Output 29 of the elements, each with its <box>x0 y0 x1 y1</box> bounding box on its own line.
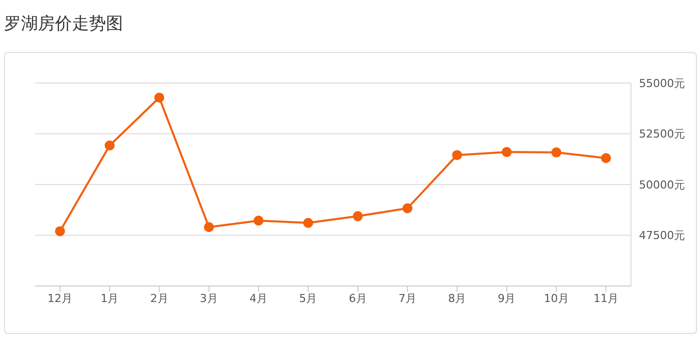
point <box>551 147 562 158</box>
x-tick-label: 1月 <box>100 292 119 305</box>
x-tick-label: 12月 <box>48 292 72 305</box>
chart-title: 罗湖房价走势图 <box>4 13 123 35</box>
x-tick-label: 7月 <box>398 292 416 305</box>
x-tick-label: 4月 <box>250 292 268 305</box>
x-tick-label: 3月 <box>200 292 218 305</box>
y-tick-label: 47500元 <box>639 229 685 242</box>
point <box>303 218 314 228</box>
point <box>204 222 214 232</box>
point <box>254 216 264 226</box>
x-tick-label: 11月 <box>594 292 618 305</box>
point <box>104 140 115 151</box>
x-tick-label: 6月 <box>348 292 367 305</box>
point <box>502 147 512 158</box>
point <box>601 153 611 164</box>
x-tick-label: 5月 <box>299 292 318 305</box>
x-tick-label: 2月 <box>150 292 168 305</box>
point <box>154 92 164 103</box>
y-tick-label: 52500元 <box>639 128 685 141</box>
x-tick-label: 8月 <box>448 292 466 305</box>
point <box>402 203 412 214</box>
y-tick-label: 55000元 <box>639 76 685 90</box>
point <box>452 150 462 160</box>
point <box>55 226 65 236</box>
x-tick-label: 9月 <box>498 292 516 305</box>
x-tick-label: 10月 <box>544 292 569 305</box>
y-tick-label: 50000元 <box>639 178 685 192</box>
point <box>352 211 363 222</box>
